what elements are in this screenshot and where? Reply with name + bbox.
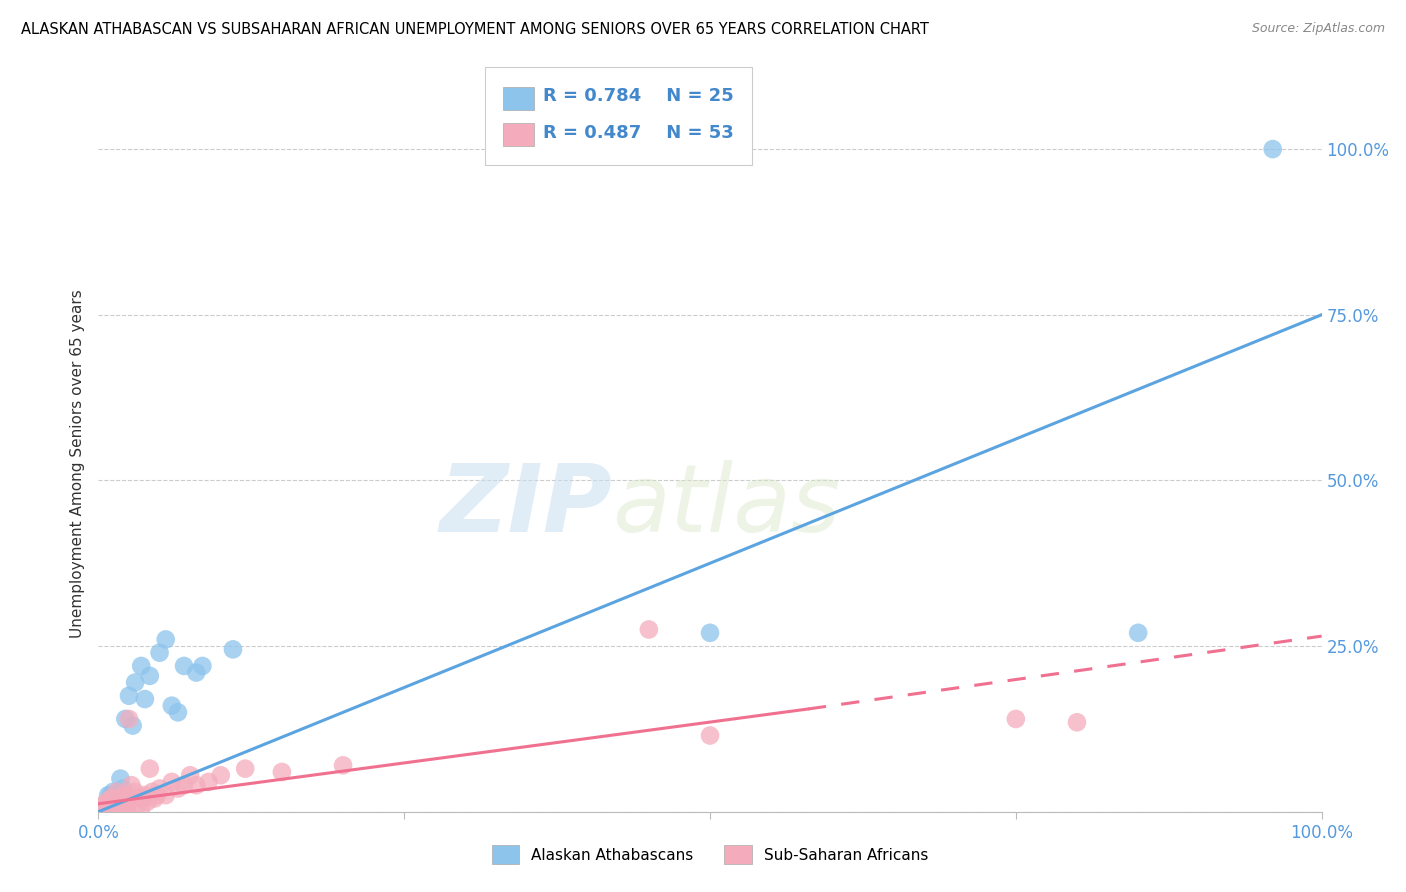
Point	[1004, 712, 1026, 726]
Point	[121, 718, 143, 732]
Point	[93, 801, 115, 815]
Point	[129, 659, 152, 673]
Point	[191, 659, 214, 673]
Point	[93, 798, 115, 813]
Point	[167, 781, 190, 796]
Point	[173, 659, 195, 673]
Point	[103, 795, 125, 809]
Point	[118, 712, 141, 726]
Point	[160, 775, 183, 789]
Point	[155, 788, 177, 802]
Point	[124, 675, 146, 690]
Point	[134, 692, 156, 706]
Point	[111, 781, 134, 796]
Point	[134, 788, 156, 802]
Legend: Alaskan Athabascans, Sub-Saharan Africans: Alaskan Athabascans, Sub-Saharan African…	[485, 839, 935, 871]
Point	[233, 762, 256, 776]
Point	[111, 795, 134, 809]
Point	[110, 772, 132, 786]
Point	[699, 625, 721, 640]
Point	[173, 778, 195, 792]
Point	[121, 791, 143, 805]
Point	[186, 778, 208, 792]
Point	[118, 795, 141, 809]
Point	[1261, 142, 1284, 156]
Point	[332, 758, 354, 772]
Point	[107, 791, 129, 805]
Point	[222, 642, 245, 657]
Point	[100, 791, 122, 805]
Point	[101, 785, 124, 799]
Point	[117, 791, 139, 805]
Point	[139, 762, 162, 776]
Point	[141, 785, 163, 799]
Point	[1066, 715, 1088, 730]
Point	[149, 781, 172, 796]
Point	[114, 798, 136, 813]
Point	[129, 801, 152, 815]
Point	[110, 791, 132, 805]
Text: atlas: atlas	[612, 460, 841, 551]
Text: ZIP: ZIP	[439, 459, 612, 551]
Point	[699, 729, 721, 743]
Point	[114, 712, 136, 726]
Point	[105, 785, 128, 799]
Point	[100, 788, 122, 802]
Text: R = 0.784    N = 25: R = 0.784 N = 25	[543, 87, 734, 105]
Point	[108, 795, 131, 809]
Point	[160, 698, 183, 713]
Point	[131, 791, 153, 805]
Point	[186, 665, 208, 680]
Point	[96, 795, 118, 809]
Point	[111, 798, 134, 813]
Point	[146, 788, 169, 802]
Point	[128, 791, 150, 805]
Point	[143, 791, 166, 805]
Point	[136, 795, 159, 809]
Point	[209, 768, 232, 782]
Point	[105, 791, 128, 805]
Point	[97, 798, 120, 813]
Point	[101, 791, 124, 805]
Point	[167, 706, 190, 720]
Point	[111, 791, 134, 805]
Point	[100, 798, 122, 813]
Point	[124, 785, 146, 799]
Point	[118, 689, 141, 703]
Point	[101, 798, 124, 813]
Point	[105, 798, 128, 813]
Point	[127, 798, 149, 813]
Point	[1128, 625, 1150, 640]
Point	[115, 801, 138, 815]
Point	[120, 778, 142, 792]
Point	[97, 788, 120, 802]
Point	[139, 669, 162, 683]
Point	[149, 646, 172, 660]
Text: Source: ZipAtlas.com: Source: ZipAtlas.com	[1251, 22, 1385, 36]
Point	[197, 775, 219, 789]
Point	[94, 798, 117, 813]
Point	[155, 632, 177, 647]
Text: ALASKAN ATHABASCAN VS SUBSAHARAN AFRICAN UNEMPLOYMENT AMONG SENIORS OVER 65 YEAR: ALASKAN ATHABASCAN VS SUBSAHARAN AFRICAN…	[21, 22, 929, 37]
Point	[270, 764, 294, 779]
Point	[91, 798, 114, 813]
Point	[637, 623, 661, 637]
Y-axis label: Unemployment Among Seniors over 65 years: Unemployment Among Seniors over 65 years	[69, 290, 84, 638]
Text: R = 0.487    N = 53: R = 0.487 N = 53	[543, 124, 734, 142]
Point	[114, 788, 136, 802]
Point	[179, 768, 201, 782]
